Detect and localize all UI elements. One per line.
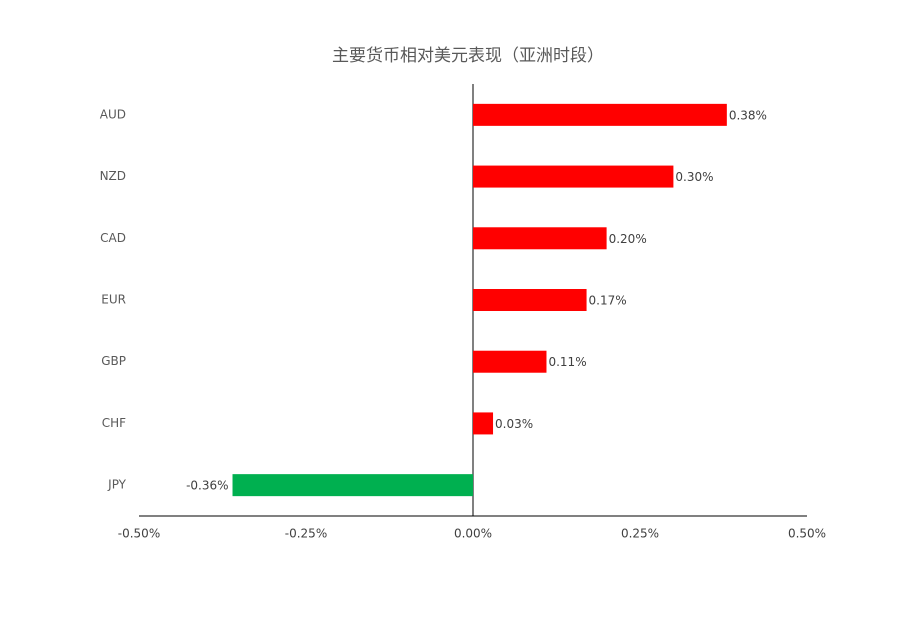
data-label: 0.17% (589, 294, 627, 308)
x-tick-label: 0.50% (788, 527, 826, 541)
bar (473, 289, 587, 311)
x-tick-label: 0.00% (454, 527, 492, 541)
data-label: 0.20% (609, 232, 647, 246)
data-label: 0.30% (675, 170, 713, 184)
y-tick-label: CAD (100, 231, 126, 245)
data-label: 0.38% (729, 108, 767, 122)
y-tick-label: GBP (101, 354, 126, 368)
y-tick-label: AUD (100, 107, 126, 121)
bar (473, 227, 607, 250)
chart-title: 主要货币相对美元表现（亚洲时段） (332, 46, 604, 66)
x-tick-label: -0.25% (285, 527, 327, 541)
bar (473, 412, 494, 435)
data-label: 0.03% (495, 417, 533, 431)
y-tick-label: JPY (107, 478, 127, 492)
x-tick-label: 0.25% (621, 527, 659, 541)
y-tick-label: NZD (100, 169, 126, 183)
y-tick-label: EUR (101, 293, 126, 307)
y-tick-label: CHF (102, 416, 126, 430)
bar (473, 165, 674, 188)
x-tick-label: -0.50% (118, 527, 160, 541)
data-label: 0.11% (548, 355, 586, 369)
bar (473, 350, 547, 373)
data-label: -0.36% (186, 479, 228, 493)
bar (473, 103, 727, 126)
bar (232, 474, 473, 497)
